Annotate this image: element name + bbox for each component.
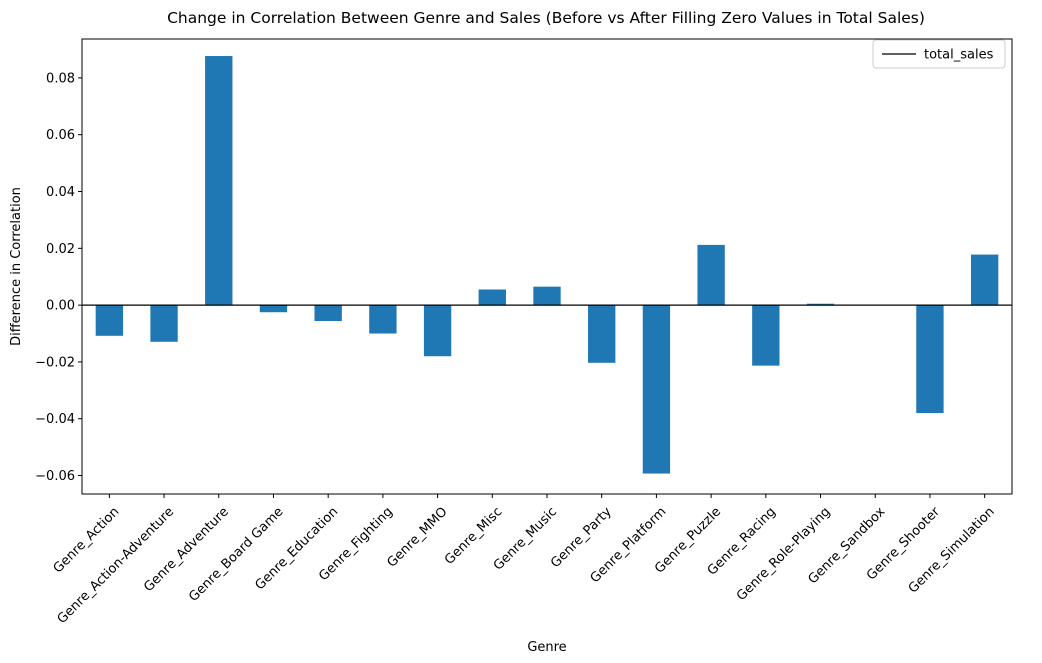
bar (259, 305, 288, 313)
y-axis-label: Difference in Correlation (9, 187, 24, 346)
y-tick-label: −0.02 (35, 355, 75, 370)
bar (314, 305, 342, 322)
legend-frame (872, 39, 1006, 69)
bar (806, 303, 835, 306)
bar (916, 305, 944, 414)
bar (205, 56, 233, 306)
y-tick-label: 0.02 (46, 242, 75, 257)
chart-title: Change in Correlation Between Genre and … (167, 9, 925, 27)
x-axis-label: Genre (527, 640, 566, 655)
bar (423, 305, 452, 357)
legend: total_sales (872, 39, 1006, 69)
plot-area (81, 38, 1013, 495)
y-tick-label: 0.04 (46, 185, 75, 200)
x-tick-label: Genre_Role-Playing (734, 504, 834, 604)
legend-label: total_sales (924, 48, 994, 63)
y-tick-label: −0.04 (35, 412, 75, 427)
bars-group (95, 56, 999, 474)
bar (478, 289, 506, 306)
x-tick-label: Genre_Board Game (186, 504, 286, 604)
y-tick-label: 0.06 (46, 128, 75, 143)
y-tick-label: 0.08 (46, 71, 75, 86)
y-axis: −0.06 −0.04 −0.02 0.00 0.02 0.04 0.06 0.08 (35, 71, 82, 484)
plot-background (82, 39, 1012, 494)
bar (588, 305, 616, 363)
bar (369, 305, 397, 334)
bar (752, 305, 780, 366)
bar (533, 286, 561, 306)
bar (697, 244, 725, 306)
y-tick-label: 0.00 (46, 299, 75, 314)
bar (95, 305, 124, 336)
bar (150, 305, 178, 342)
x-axis: Genre_ActionGenre_Action-AdventureGenre_… (51, 494, 998, 627)
bar (970, 254, 999, 306)
bar (642, 305, 671, 474)
y-tick-label: −0.06 (35, 469, 75, 484)
